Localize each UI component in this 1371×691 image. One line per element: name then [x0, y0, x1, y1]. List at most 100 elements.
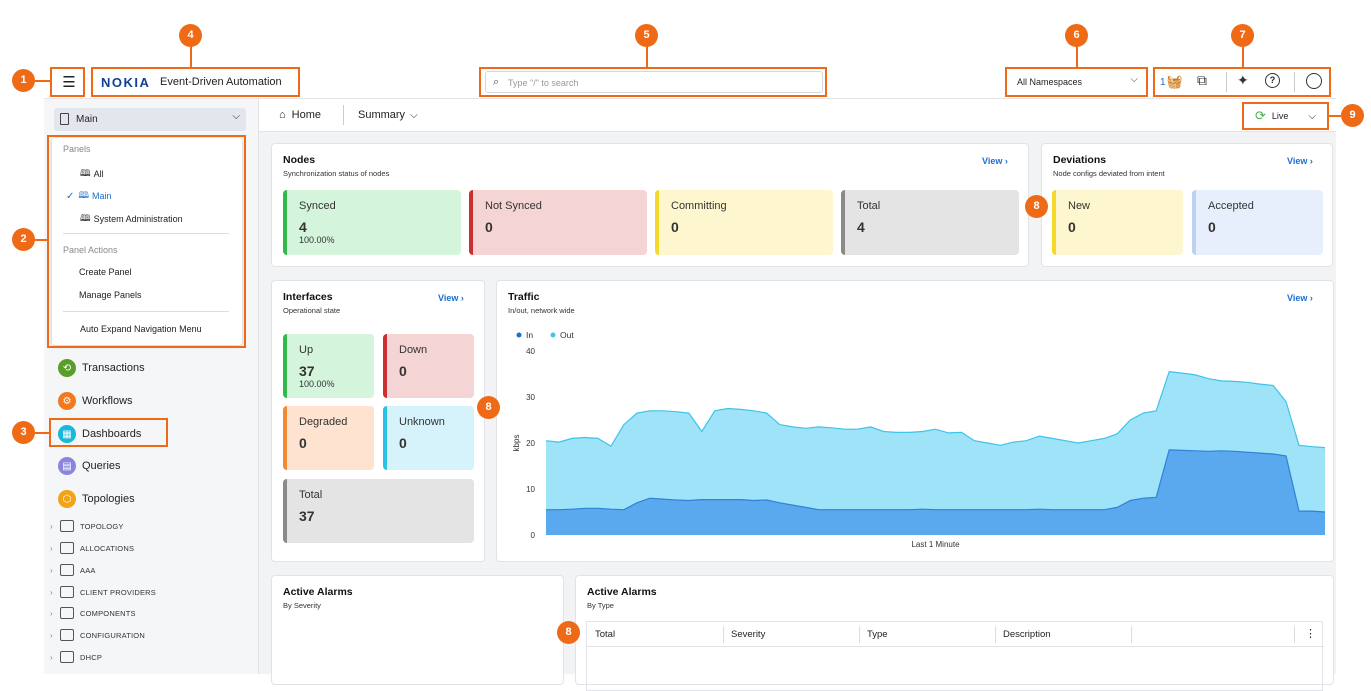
- user-profile-icon[interactable]: [1306, 73, 1322, 89]
- tile-unknown[interactable]: Unknown 0: [383, 406, 474, 470]
- namespace-value: All Namespaces: [1017, 77, 1083, 87]
- annotation-line: [190, 46, 192, 67]
- panel-select[interactable]: Main ⌵: [54, 108, 246, 131]
- chevron-right-icon: ›: [50, 521, 53, 531]
- nav-transactions[interactable]: ⟲ Transactions: [58, 357, 145, 379]
- view-link[interactable]: View ›: [438, 293, 464, 303]
- menu-divider: [63, 311, 229, 312]
- column-header[interactable]: Type: [867, 629, 888, 640]
- annotation-line: [646, 46, 648, 67]
- tree-aaa[interactable]: › AAA: [50, 564, 96, 576]
- tile-down[interactable]: Down 0: [383, 334, 474, 398]
- basket-button[interactable]: 1 🧺: [1160, 72, 1188, 92]
- annotation-line: [1242, 46, 1244, 67]
- tile-committing[interactable]: Committing 0: [655, 190, 833, 255]
- view-link[interactable]: View ›: [1287, 293, 1313, 303]
- nav-dashboards[interactable]: ▦ Dashboards: [58, 423, 141, 445]
- breadcrumb-home[interactable]: ⌂ Home: [279, 109, 321, 121]
- alarms-type-card: Active Alarms By Type Total Severity Typ…: [575, 575, 1334, 691]
- card-subtitle: Node configs deviated from intent: [1053, 169, 1165, 178]
- annotation-line: [1329, 115, 1341, 117]
- more-options-icon[interactable]: ⋮: [1305, 628, 1316, 640]
- live-toggle[interactable]: ⟳ Live ⌵: [1245, 104, 1327, 128]
- topology-icon[interactable]: ⧉: [1197, 72, 1207, 88]
- chevron-down-icon: ⌵: [410, 109, 418, 121]
- tile-not-synced[interactable]: Not Synced 0: [469, 190, 647, 255]
- menu-item-all[interactable]: 🕮 All: [80, 166, 104, 182]
- tree-components[interactable]: › COMPONENTS: [50, 607, 136, 619]
- tree-label: AAA: [80, 565, 96, 575]
- tile-synced[interactable]: Synced 4 100.00%: [283, 190, 461, 255]
- tile-degraded[interactable]: Degraded 0: [283, 406, 374, 470]
- book-icon: 🕮: [80, 213, 91, 223]
- help-icon[interactable]: ?: [1265, 73, 1280, 88]
- chevron-right-icon: ›: [50, 608, 53, 618]
- menu-manage-panels[interactable]: Manage Panels: [79, 290, 142, 300]
- aaa-icon: [60, 564, 74, 576]
- check-icon: ✓: [66, 190, 75, 202]
- column-header[interactable]: Description: [1003, 629, 1051, 640]
- tree-client-providers[interactable]: › CLIENT PROVIDERS: [50, 586, 156, 598]
- y-tick-label: 40: [526, 347, 535, 356]
- queries-icon: ▤: [58, 457, 76, 475]
- nav-queries[interactable]: ▤ Queries: [58, 455, 121, 477]
- tree-configuration[interactable]: › CONFIGURATION: [50, 629, 145, 641]
- tree-allocations[interactable]: › ALLOCATIONS: [50, 542, 134, 554]
- view-link[interactable]: View ›: [1287, 156, 1313, 166]
- view-link[interactable]: View ›: [982, 156, 1008, 166]
- breadcrumb-bar: [259, 99, 1336, 132]
- nav-label: Topologies: [82, 493, 135, 505]
- menu-item-label: All: [93, 169, 104, 179]
- menu-item-system-administration[interactable]: 🕮 System Administration: [80, 211, 183, 227]
- annotation-badge: 9: [1341, 104, 1364, 127]
- summary-label: Summary: [358, 109, 406, 121]
- tree-label: TOPOLOGY: [80, 521, 124, 531]
- nokia-logo: NOKIA: [101, 75, 151, 90]
- nodes-card: Nodes Synchronization status of nodes Vi…: [271, 143, 1029, 267]
- tree-topology[interactable]: › TOPOLOGY: [50, 520, 124, 532]
- annotation-badge: 8: [557, 621, 580, 644]
- legend-label: In: [526, 330, 533, 340]
- column-header[interactable]: Severity: [731, 629, 766, 640]
- menu-auto-expand[interactable]: Auto Expand Navigation Menu: [80, 324, 202, 334]
- nav-workflows[interactable]: ⚙ Workflows: [58, 390, 133, 412]
- transactions-icon: ⟲: [58, 359, 76, 377]
- card-title: Interfaces: [283, 291, 333, 303]
- tile-up[interactable]: Up 37 100.00%: [283, 334, 374, 398]
- menu-create-panel[interactable]: Create Panel: [79, 267, 132, 277]
- tile-total[interactable]: Total 4: [841, 190, 1019, 255]
- dashboards-icon: ▦: [58, 425, 76, 443]
- hamburger-menu-button[interactable]: ☰: [62, 74, 76, 91]
- annotation-badge: 1: [12, 69, 35, 92]
- annotation-line: [1076, 46, 1078, 67]
- traffic-chart: 0 10 20 30 40 kbps Last 1 Minute In Out: [512, 330, 1326, 549]
- panel-menu: Panels 🕮 All ✓ 🕮 Main 🕮 System Administr…: [52, 138, 242, 345]
- summary-select[interactable]: Summary ⌵: [358, 109, 418, 121]
- column-header[interactable]: Total: [595, 629, 616, 640]
- annotation-box: [1242, 102, 1329, 130]
- ai-assistant-icon[interactable]: ✦: [1237, 72, 1249, 88]
- card-subtitle: By Type: [587, 601, 614, 610]
- panel-icon: [60, 113, 69, 125]
- card-title: Traffic: [508, 291, 540, 303]
- tree-label: ALLOCATIONS: [80, 543, 135, 553]
- divider: [1226, 72, 1227, 92]
- tree-label: CLIENT PROVIDERS: [80, 587, 156, 597]
- menu-item-main[interactable]: ✓ 🕮 Main: [66, 188, 112, 204]
- tile-new[interactable]: New 0: [1052, 190, 1183, 255]
- tree-dhcp[interactable]: › DHCP: [50, 651, 102, 663]
- search-input[interactable]: ⌕ Type "/" to search: [485, 71, 823, 93]
- menu-item-label: Main: [92, 191, 112, 201]
- y-tick-label: 30: [526, 393, 535, 402]
- nav-label: Dashboards: [82, 428, 142, 440]
- chevron-right-icon: ›: [50, 543, 53, 553]
- namespace-select[interactable]: All Namespaces ⌵: [1010, 71, 1144, 93]
- line-out: [545, 371, 1326, 449]
- search-icon: ⌕: [493, 76, 500, 88]
- tile-total[interactable]: Total 37: [283, 479, 474, 543]
- column-divider: [1131, 626, 1132, 643]
- y-tick-label: 0: [531, 531, 536, 540]
- tile-accepted[interactable]: Accepted 0: [1192, 190, 1323, 255]
- client-providers-icon: [60, 586, 74, 598]
- nav-topologies[interactable]: ⬡ Topologies: [58, 488, 135, 510]
